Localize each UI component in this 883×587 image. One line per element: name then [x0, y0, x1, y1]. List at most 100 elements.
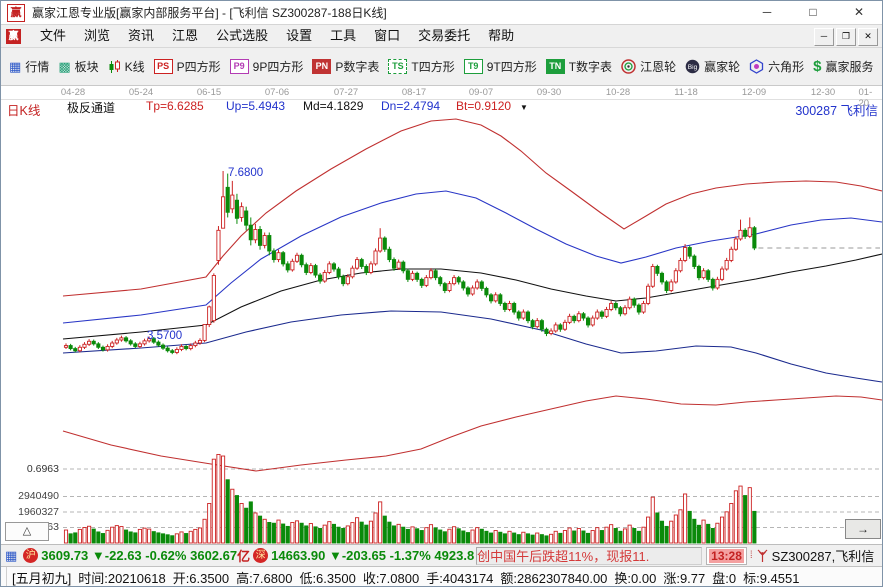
ts-tool-icon: TS	[388, 59, 408, 74]
pn-tool-icon: PN	[312, 59, 332, 74]
toolbar-item[interactable]: P9 9P四方形	[229, 58, 304, 75]
panel-label-daily-kline: 日K线	[7, 104, 41, 118]
title-bar: 赢 赢家江恩专业版[赢家内部服务平台] - [飞利信 SZ300287-188日…	[1, 1, 882, 25]
menu-item[interactable]: 设置	[286, 28, 313, 43]
sz-index-value: 14663.90	[271, 548, 326, 563]
minimize-button[interactable]: ─	[762, 5, 772, 19]
kline-chart[interactable]	[1, 86, 883, 544]
date-tick: 12-09	[741, 87, 767, 98]
shenzhen-market-icon: 深	[253, 548, 269, 563]
menu-item[interactable]: 帮助	[488, 28, 515, 43]
toolbar-item[interactable]: ▩ 板块	[58, 58, 98, 75]
status-field: 低:6.3500	[299, 571, 356, 586]
price-annotation-high: 7.6800	[228, 167, 264, 179]
toolbar-item-label: P四方形	[176, 60, 221, 74]
menu-item[interactable]: 浏览	[84, 28, 111, 43]
indicator-value: Md=4.1829	[303, 99, 364, 113]
status-bar: [五月初九] 时间:20210618 开:6.3500 高:7.6800 低:6.350…	[1, 566, 882, 586]
date-tick: 07-27	[333, 87, 359, 98]
menu-bar: 赢 文件 浏览 资讯 江恩 公式选股 设置 工具 窗口 交易委托 帮助 ─ ❐ ✕	[1, 25, 882, 48]
menu-item[interactable]: 公式选股	[216, 28, 269, 43]
toolbar-item[interactable]: 六角形	[749, 58, 804, 75]
toolbar-item[interactable]: ▦ 行情	[9, 58, 49, 75]
toolbar-item-label: 板块	[74, 60, 99, 74]
indicator-value: Dn=2.4794	[381, 99, 441, 113]
winner-wheel-icon: Big	[685, 59, 700, 74]
scroll-right-button[interactable]: →	[845, 519, 881, 539]
status-field: [五月初九]	[12, 571, 72, 586]
toolbar-item-label: 赢家服务	[825, 60, 874, 74]
toolbar-item[interactable]: Big 赢家轮	[685, 58, 740, 75]
mdi-close-button[interactable]: ✕	[858, 28, 878, 46]
kline-icon	[109, 59, 120, 73]
menu-item[interactable]: 江恩	[172, 28, 199, 43]
ticker-separator: ⁞	[749, 550, 753, 561]
menu-item[interactable]: 资讯	[128, 28, 155, 43]
toolbar-item[interactable]: K线	[108, 58, 145, 75]
menu-item[interactable]: 文件	[40, 28, 67, 43]
status-field: 手:4043174	[426, 571, 494, 586]
date-tick: 06-15	[196, 87, 222, 98]
close-button[interactable]: ✕	[853, 5, 865, 19]
window-controls: ─ □ ✕	[744, 1, 882, 25]
mdi-minimize-button[interactable]: ─	[814, 28, 834, 46]
date-tick: 04-28	[60, 87, 86, 98]
bt-axis-label: 0.6963	[26, 463, 59, 475]
t9-tool-icon: T9	[463, 59, 483, 74]
sz-index-change: ▼-203.65	[328, 548, 386, 563]
toolbar-item[interactable]: 江恩轮	[621, 58, 676, 75]
hexagon-icon	[749, 59, 764, 74]
toolbar-item-label: 赢家轮	[704, 60, 741, 74]
date-tick: 12-30	[810, 87, 836, 98]
toolbar-item[interactable]: PN P数字表	[312, 58, 379, 75]
status-field: 额:2862307840.00	[500, 571, 608, 586]
toolbar-item[interactable]: PS P四方形	[153, 58, 221, 75]
chart-region: 04-28 05-24 06-15 07-06 07-27 08-17 09-07 09-30…	[1, 86, 883, 544]
quote-grid-icon[interactable]: ▦	[5, 547, 18, 563]
maximize-button[interactable]: □	[809, 5, 817, 19]
toolbar-item-label: 9P四方形	[252, 60, 304, 74]
toolbar-item-label: P数字表	[335, 60, 380, 74]
date-tick: 09-07	[468, 87, 494, 98]
date-tick: 05-24	[128, 87, 154, 98]
status-field: 收:7.0800	[362, 571, 420, 586]
window-title: 赢家江恩专业版[赢家内部服务平台] - [飞利信 SZ300287-188日K线…	[32, 6, 387, 20]
p9-tool-icon: P9	[229, 59, 249, 74]
sector-blocks-icon: ▩	[58, 59, 71, 74]
toolbar-item[interactable]: TN T数字表	[545, 58, 613, 75]
price-annotation-low: 3.5700	[147, 330, 183, 342]
toolbar-item[interactable]: TS T四方形	[388, 58, 455, 75]
sz-index-amount: 4923.8	[434, 548, 475, 563]
menu-item[interactable]: 交易委托	[418, 28, 471, 43]
date-tick: 08-17	[401, 87, 427, 98]
indicator-header: 极反通道 Tp=6.6285 Up=5.4943 Md=4.1829 Dn=2.4794…	[1, 99, 882, 115]
menu-item[interactable]: 工具	[330, 28, 357, 43]
current-stock-code: SZ300287,飞利信	[771, 549, 875, 564]
status-field: 标:9.4551	[743, 571, 800, 586]
menu-item[interactable]: 窗口	[374, 28, 401, 43]
status-field: 涨:9.77	[663, 571, 706, 586]
toolbar: ▦ 行情 ▩ 板块 K线 PS P四方形 P9 9P四方形 PN P数字表 TS T四方形 T9 9T四方形…	[1, 48, 882, 86]
expand-panel-button[interactable]: △	[5, 522, 49, 541]
toolbar-item[interactable]: T9 9T四方形	[463, 58, 537, 75]
menu-items: 文件 浏览 资讯 江恩 公式选股 设置 工具 窗口 交易委托 帮助	[31, 25, 523, 47]
clock-time: 13:28	[709, 548, 744, 563]
date-axis: 04-28 05-24 06-15 07-06 07-27 08-17 09-07 09-30…	[1, 86, 882, 109]
antenna-icon	[757, 549, 768, 562]
toolbar-item-label: T数字表	[568, 60, 613, 74]
sz-index-pct: -1.37%	[389, 548, 431, 563]
toolbar-item-label: 行情	[25, 60, 50, 74]
volume-axis-label-2: 1960327	[18, 506, 59, 518]
ps-tool-icon: PS	[153, 59, 173, 74]
news-ticker[interactable]: 创中国午后跌超11%，现报11.	[476, 546, 703, 565]
tn-tool-icon: TN	[545, 59, 565, 74]
sh-index-amount: 3602.67	[190, 548, 238, 563]
toolbar-item-label: 六角形	[768, 60, 805, 74]
mdi-restore-button[interactable]: ❐	[836, 28, 856, 46]
date-tick: 11-18	[674, 87, 698, 98]
toolbar-item[interactable]: $ 赢家服务	[813, 58, 873, 75]
sh-index-change: ▼-22.63	[91, 548, 142, 563]
status-divider	[1, 567, 7, 586]
status-field: 开:6.3500	[172, 571, 230, 586]
